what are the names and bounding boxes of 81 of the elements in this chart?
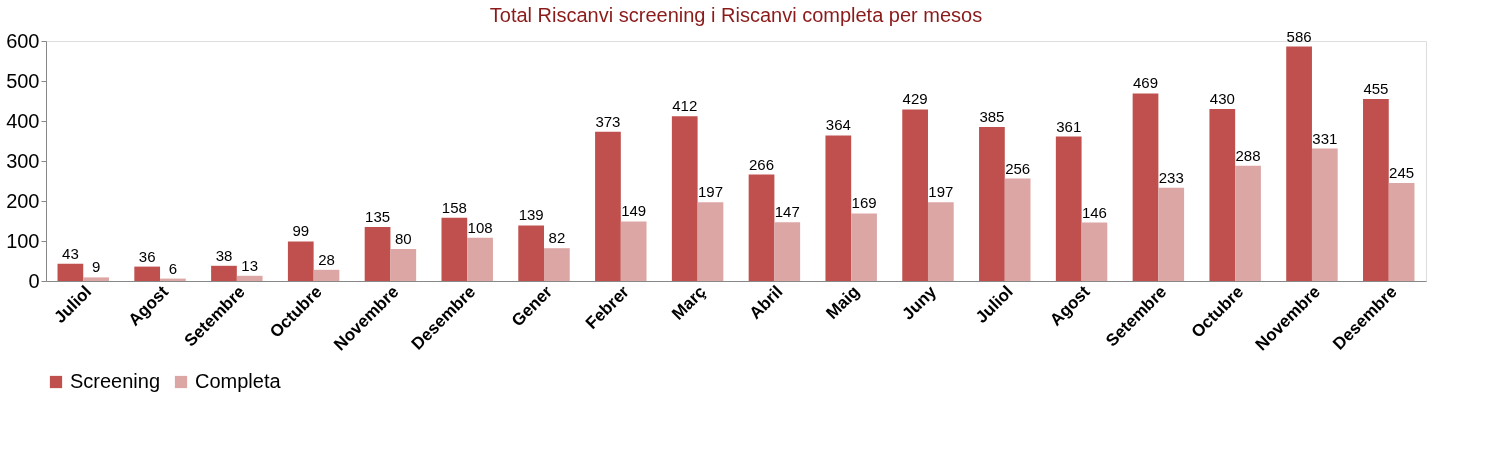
bar [1235, 165, 1261, 281]
data-label: 108 [467, 218, 493, 236]
bar [1311, 148, 1338, 281]
bar [979, 127, 1005, 281]
y-tick-label: 600 [6, 29, 40, 52]
bar [825, 135, 852, 281]
data-label: 331 [1312, 129, 1338, 147]
bar [851, 213, 877, 281]
data-label: 158 [441, 198, 467, 216]
legend-label: Screening [70, 370, 161, 392]
data-label: 13 [241, 256, 259, 274]
bar [83, 277, 109, 281]
data-label: 147 [774, 203, 800, 221]
y-tick-label: 100 [6, 229, 40, 252]
bar [441, 217, 468, 281]
y-tick-label: 500 [6, 69, 40, 92]
y-tick-label: 300 [6, 149, 40, 172]
data-label: 288 [1235, 146, 1261, 164]
data-label: 233 [1158, 168, 1184, 186]
data-label: 99 [292, 222, 310, 240]
bar [134, 266, 161, 281]
bar [1132, 93, 1159, 281]
data-label: 9 [91, 258, 101, 276]
data-label: 412 [672, 97, 698, 115]
data-label: 197 [928, 183, 954, 201]
bar [902, 109, 928, 281]
data-label: 149 [621, 202, 647, 220]
y-tick-label: 200 [6, 189, 40, 212]
bar [697, 202, 724, 281]
data-label: 373 [595, 112, 621, 130]
data-label: 266 [749, 155, 775, 173]
data-label: 169 [851, 194, 877, 212]
bar [467, 237, 493, 281]
y-tick-label: 0 [28, 269, 40, 292]
legend-label: Completa [195, 370, 282, 392]
bar [748, 174, 775, 281]
bar [518, 225, 545, 281]
bar [774, 222, 801, 281]
data-label: 146 [1081, 203, 1107, 221]
data-label: 38 [215, 246, 233, 264]
bar [1209, 109, 1236, 281]
y-tick-label: 400 [6, 109, 40, 132]
data-label: 197 [697, 183, 723, 201]
bar [1004, 178, 1031, 281]
data-label: 28 [318, 250, 335, 268]
bar [595, 131, 621, 281]
data-label: 135 [365, 208, 391, 225]
data-label: 429 [902, 90, 928, 108]
bar [1055, 136, 1082, 281]
bar [390, 249, 417, 281]
data-label: 36 [138, 247, 156, 265]
bar [211, 265, 237, 281]
bar [1363, 99, 1389, 281]
data-label: 469 [1132, 74, 1159, 92]
bar [236, 275, 263, 281]
bar [1286, 46, 1312, 281]
data-label: 43 [62, 244, 79, 262]
bar [57, 263, 84, 281]
bar [313, 269, 340, 281]
data-label: 586 [1286, 27, 1312, 45]
data-label: 256 [1005, 159, 1031, 177]
data-label: 80 [394, 230, 412, 247]
bar [1158, 187, 1185, 281]
bar [544, 248, 570, 281]
data-label: 245 [1389, 164, 1415, 181]
data-label: 385 [979, 108, 1005, 125]
data-label: 430 [1209, 90, 1235, 107]
chart-title: Total Riscanvi screening i Riscanvi completa per mesos [489, 3, 983, 26]
bar [364, 227, 391, 281]
data-label: 364 [825, 116, 851, 134]
data-label: 139 [518, 206, 544, 224]
bar [620, 221, 647, 281]
data-label: 6 [168, 259, 178, 277]
bar [927, 202, 954, 281]
data-label: 455 [1363, 80, 1389, 97]
data-label: 82 [548, 229, 566, 247]
bar [1081, 222, 1108, 281]
data-label: 361 [1056, 117, 1082, 135]
bar [671, 116, 698, 281]
bar [287, 241, 314, 281]
bar [1388, 183, 1415, 281]
